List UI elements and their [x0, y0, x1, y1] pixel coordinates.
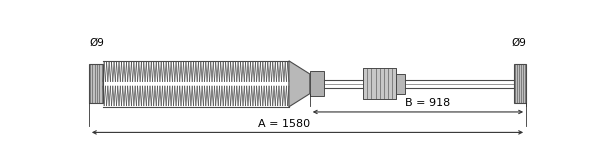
Polygon shape	[89, 64, 103, 103]
Polygon shape	[289, 61, 310, 107]
Text: B = 918: B = 918	[404, 98, 450, 108]
Text: Ø9: Ø9	[511, 38, 526, 48]
Text: A = 1580: A = 1580	[258, 119, 310, 128]
Polygon shape	[364, 68, 396, 99]
Polygon shape	[514, 64, 526, 103]
Polygon shape	[310, 71, 324, 96]
Text: Ø9: Ø9	[89, 38, 104, 48]
Polygon shape	[396, 74, 405, 94]
